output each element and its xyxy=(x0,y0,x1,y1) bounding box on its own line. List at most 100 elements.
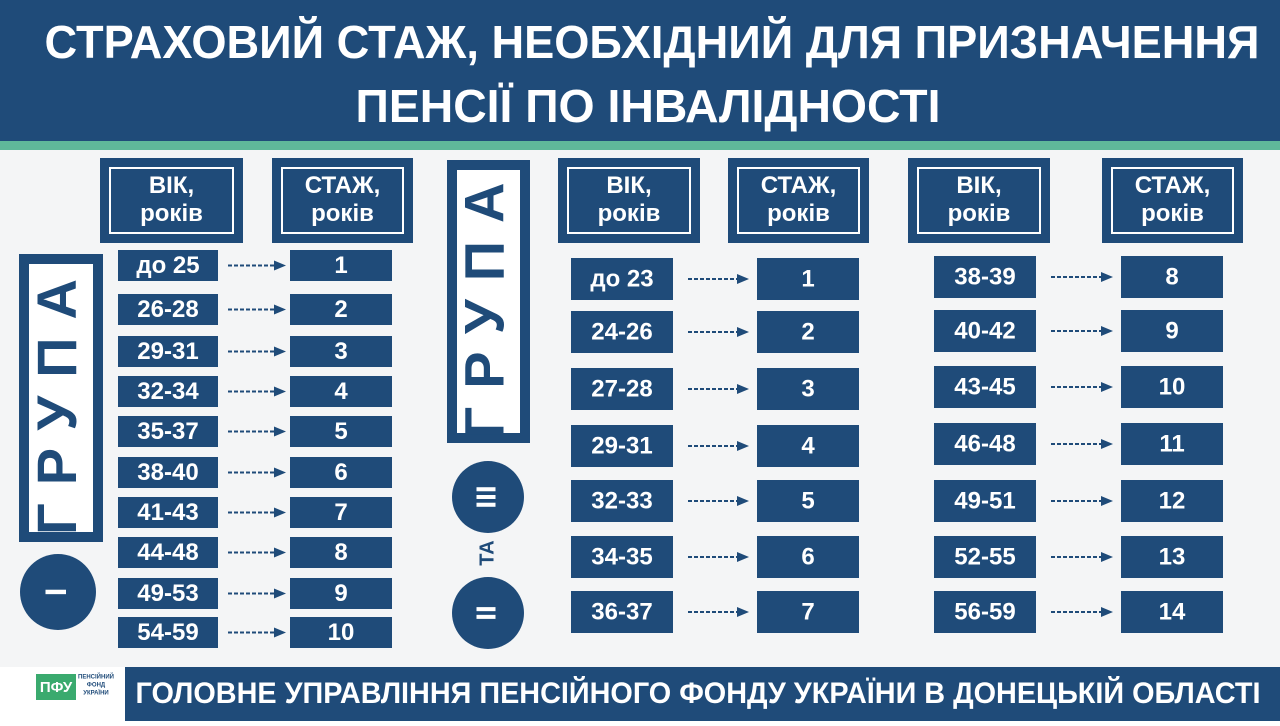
age-cell-box xyxy=(118,578,218,609)
stazh-cell-box xyxy=(757,425,859,467)
age-cell: 49-51 xyxy=(954,487,1015,514)
arrow-head xyxy=(737,496,749,506)
stazh-cell: 13 xyxy=(1159,543,1186,570)
age-cell-box xyxy=(118,617,218,648)
age-cell: 29-31 xyxy=(137,338,198,365)
stazh-cell-box xyxy=(290,250,392,281)
stazh-cell-box xyxy=(290,416,392,447)
arrow-head xyxy=(274,588,286,599)
stazh-cell: 2 xyxy=(334,296,347,323)
age-cell-box xyxy=(934,366,1036,408)
age-cell-box xyxy=(934,256,1036,298)
arrow-head xyxy=(1101,496,1113,506)
age-cell-box xyxy=(934,591,1036,633)
age-cell-box xyxy=(118,497,218,528)
arrow-head xyxy=(1101,552,1113,562)
column-header-text: років xyxy=(767,200,830,227)
group-word: ГРУПА xyxy=(452,165,515,439)
age-cell: 34-35 xyxy=(591,543,652,570)
arrow-head xyxy=(737,384,749,394)
stazh-cell-box xyxy=(1121,366,1223,408)
column-header-text: ВІК, xyxy=(956,172,1001,199)
age-cell: до 25 xyxy=(136,252,199,279)
arrow-head xyxy=(1101,607,1113,617)
stazh-cell-box xyxy=(290,497,392,528)
arrow-head xyxy=(737,327,749,337)
header-stripe xyxy=(0,141,1280,150)
age-cell: 24-26 xyxy=(591,318,652,345)
stazh-cell-box xyxy=(1121,536,1223,578)
stazh-cell: 3 xyxy=(334,338,347,365)
group-numeral-circle xyxy=(20,554,96,630)
stazh-cell-box xyxy=(290,457,392,488)
age-cell-box xyxy=(571,591,673,633)
age-cell-box xyxy=(118,250,218,281)
arrow-head xyxy=(1101,326,1113,336)
stazh-cell-box xyxy=(290,617,392,648)
stazh-cell-box xyxy=(290,537,392,568)
column-header-box xyxy=(272,158,413,243)
stazh-cell-box xyxy=(757,536,859,578)
column-header-text: років xyxy=(311,200,374,227)
age-cell: 41-43 xyxy=(137,499,198,526)
age-cell-box xyxy=(571,480,673,522)
stazh-cell-box xyxy=(757,258,859,300)
arrow-head xyxy=(274,304,286,315)
arrow-head xyxy=(1101,439,1113,449)
age-cell: 35-37 xyxy=(137,418,198,445)
age-cell-box xyxy=(571,311,673,353)
column-header-inner xyxy=(567,167,691,234)
age-cell: 52-55 xyxy=(954,543,1015,570)
stazh-cell-box xyxy=(1121,310,1223,352)
arrow-head xyxy=(737,607,749,617)
column-header-text: СТАЖ, xyxy=(305,172,381,199)
age-cell: 38-40 xyxy=(137,459,198,486)
stazh-cell: 5 xyxy=(334,418,347,445)
group-numeral-circle xyxy=(452,577,524,649)
logo-caption: ПЕНСІЙНИЙ xyxy=(78,673,114,681)
age-cell: до 23 xyxy=(590,265,653,292)
title-line: ПЕНСІЇ ПО ІНВАЛІДНОСТІ xyxy=(356,80,941,132)
stazh-cell: 6 xyxy=(801,543,814,570)
age-cell: 56-59 xyxy=(954,598,1015,625)
column-header-box xyxy=(728,158,869,243)
arrow-head xyxy=(274,547,286,558)
age-cell: 32-34 xyxy=(137,378,199,405)
stazh-cell-box xyxy=(1121,256,1223,298)
stazh-cell: 7 xyxy=(334,499,347,526)
column-header-inner xyxy=(281,167,404,234)
age-cell: 36-37 xyxy=(591,598,652,625)
stazh-cell: 6 xyxy=(334,459,347,486)
group-numeral-circle xyxy=(452,461,524,533)
stazh-cell: 11 xyxy=(1159,430,1184,457)
arrow-head xyxy=(274,426,286,437)
column-header-box xyxy=(558,158,700,243)
age-cell-box xyxy=(934,423,1036,465)
arrow-head xyxy=(737,274,749,284)
conjunction: ТА xyxy=(476,540,498,565)
stazh-cell: 8 xyxy=(334,539,347,566)
arrow-head xyxy=(274,507,286,518)
column-header-text: ВІК, xyxy=(606,172,651,199)
group-word: ГРУПА xyxy=(25,261,88,535)
logo-caption: ФОНД xyxy=(87,683,106,689)
age-cell: 49-53 xyxy=(137,580,198,607)
age-cell: 26-28 xyxy=(137,296,198,323)
stazh-cell: 8 xyxy=(1165,263,1178,290)
arrow-head xyxy=(274,346,286,357)
group-numeral: ІІ xyxy=(470,605,501,621)
arrow-head xyxy=(274,386,286,397)
stazh-cell: 1 xyxy=(801,265,814,292)
age-cell: 40-42 xyxy=(954,317,1015,344)
stazh-cell-box xyxy=(757,311,859,353)
stazh-cell: 12 xyxy=(1159,487,1186,514)
column-header-box xyxy=(100,158,243,243)
stazh-cell-box xyxy=(1121,591,1223,633)
stazh-cell: 14 xyxy=(1159,598,1186,625)
group-word-box xyxy=(19,254,103,542)
header-band xyxy=(0,0,1280,141)
group-numeral: І xyxy=(40,588,73,596)
age-cell-box xyxy=(571,368,673,410)
group-numeral: ІІІ xyxy=(470,485,501,508)
